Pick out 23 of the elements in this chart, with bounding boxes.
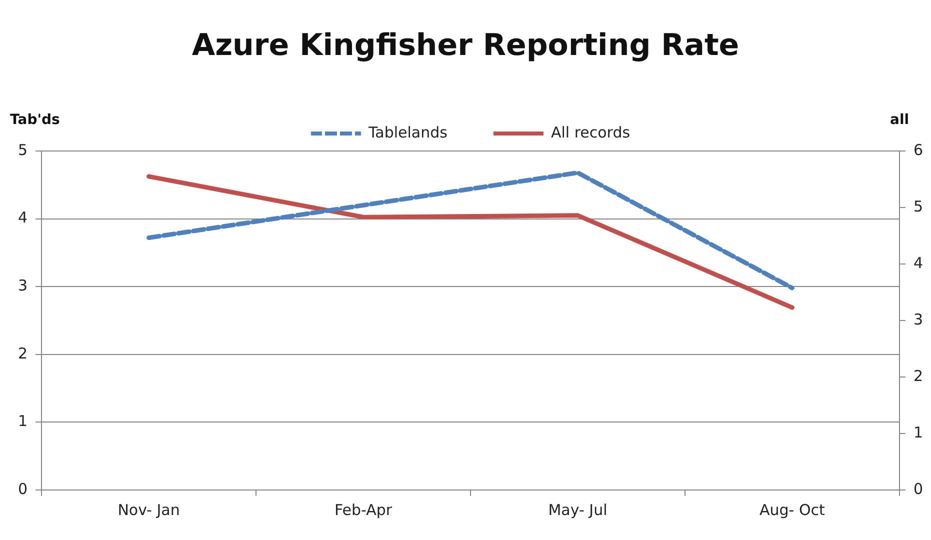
y-tick-label: 5	[18, 140, 28, 159]
x-tick-label: Feb-Apr	[334, 500, 393, 519]
y2-tick-label: 0	[913, 480, 924, 498]
line-series	[146, 170, 794, 290]
y2-tick-label: 3	[913, 310, 924, 328]
legend-label: Tablelands	[367, 123, 448, 142]
chart-title: Azure Kingfisher Reporting Rate	[190, 28, 740, 63]
y2-axis-title: all	[890, 112, 910, 128]
y-tick-label: 0	[18, 480, 28, 498]
y2-tick-label: 6	[913, 140, 924, 159]
x-tick-label: May- Jul	[548, 500, 608, 519]
y-tick-label: 1	[18, 412, 28, 430]
y2-tick-label: 1	[913, 423, 924, 442]
y2-tick-label: 5	[913, 197, 924, 216]
y2-tick-label: 2	[913, 366, 924, 385]
x-tick-label: Nov- Jan	[118, 500, 180, 519]
legend-label: All records	[550, 123, 630, 142]
y-tick-label: 3	[18, 276, 28, 294]
x-tick-label: Aug- Oct	[760, 500, 826, 519]
y-tick-label: 4	[18, 208, 28, 227]
y-axis-title: Tab'ds	[10, 112, 60, 128]
y2-tick-label: 4	[913, 254, 924, 272]
y-tick-label: 2	[18, 344, 28, 362]
